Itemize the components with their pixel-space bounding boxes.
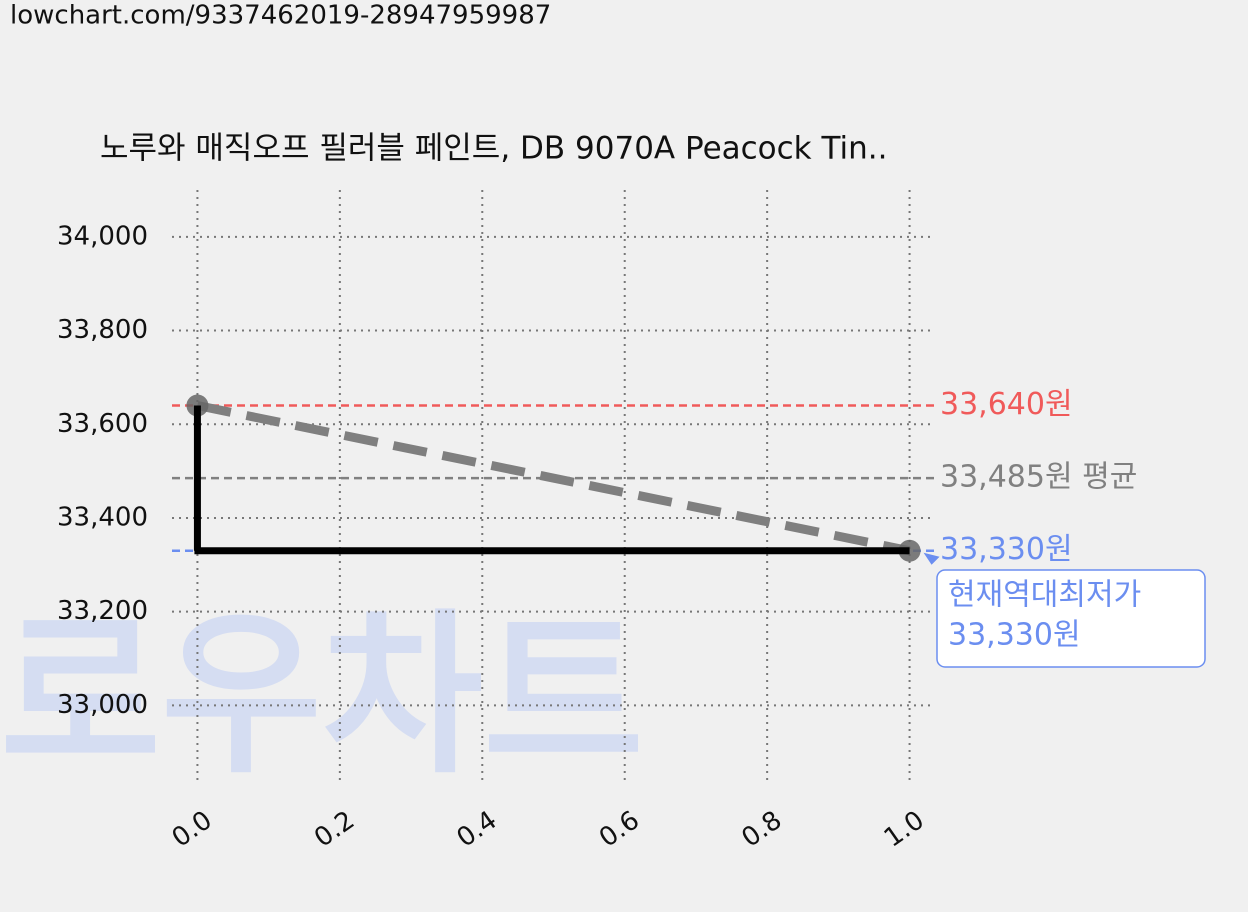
chart-title: 노루와 매직오프 필러블 페인트, DB 9070A Peacock Tin..	[100, 131, 887, 167]
y-tick-label: 33,400	[57, 502, 148, 532]
y-tick-label: 33,600	[57, 409, 148, 439]
annotation-box	[936, 569, 1206, 668]
x-tick-label: 0.2	[309, 805, 360, 853]
reference-label: 33,485원 평균	[940, 460, 1137, 495]
y-tick-label: 33,200	[57, 596, 148, 626]
y-tick-label: 33,000	[57, 690, 148, 720]
annotation-arrow	[923, 552, 940, 565]
annotation-text: 현재역대최저가	[948, 578, 1141, 613]
watermark: 로우차트	[0, 595, 644, 798]
annotation-text: 33,330원	[948, 618, 1081, 653]
trend-line	[196, 401, 911, 556]
x-tick-label: 0.8	[736, 805, 787, 853]
x-tick-label: 1.0	[879, 805, 930, 853]
source-url: lowchart.com/9337462019-28947959987	[10, 1, 551, 31]
x-tick-label: 0.0	[167, 805, 218, 853]
reference-label: 33,640원	[940, 387, 1073, 422]
x-tick-label: 0.6	[594, 805, 645, 853]
x-tick-label: 0.4	[452, 805, 503, 853]
y-tick-label: 34,000	[57, 221, 148, 251]
y-tick-label: 33,800	[57, 315, 148, 345]
reference-label: 33,330원	[940, 532, 1073, 567]
